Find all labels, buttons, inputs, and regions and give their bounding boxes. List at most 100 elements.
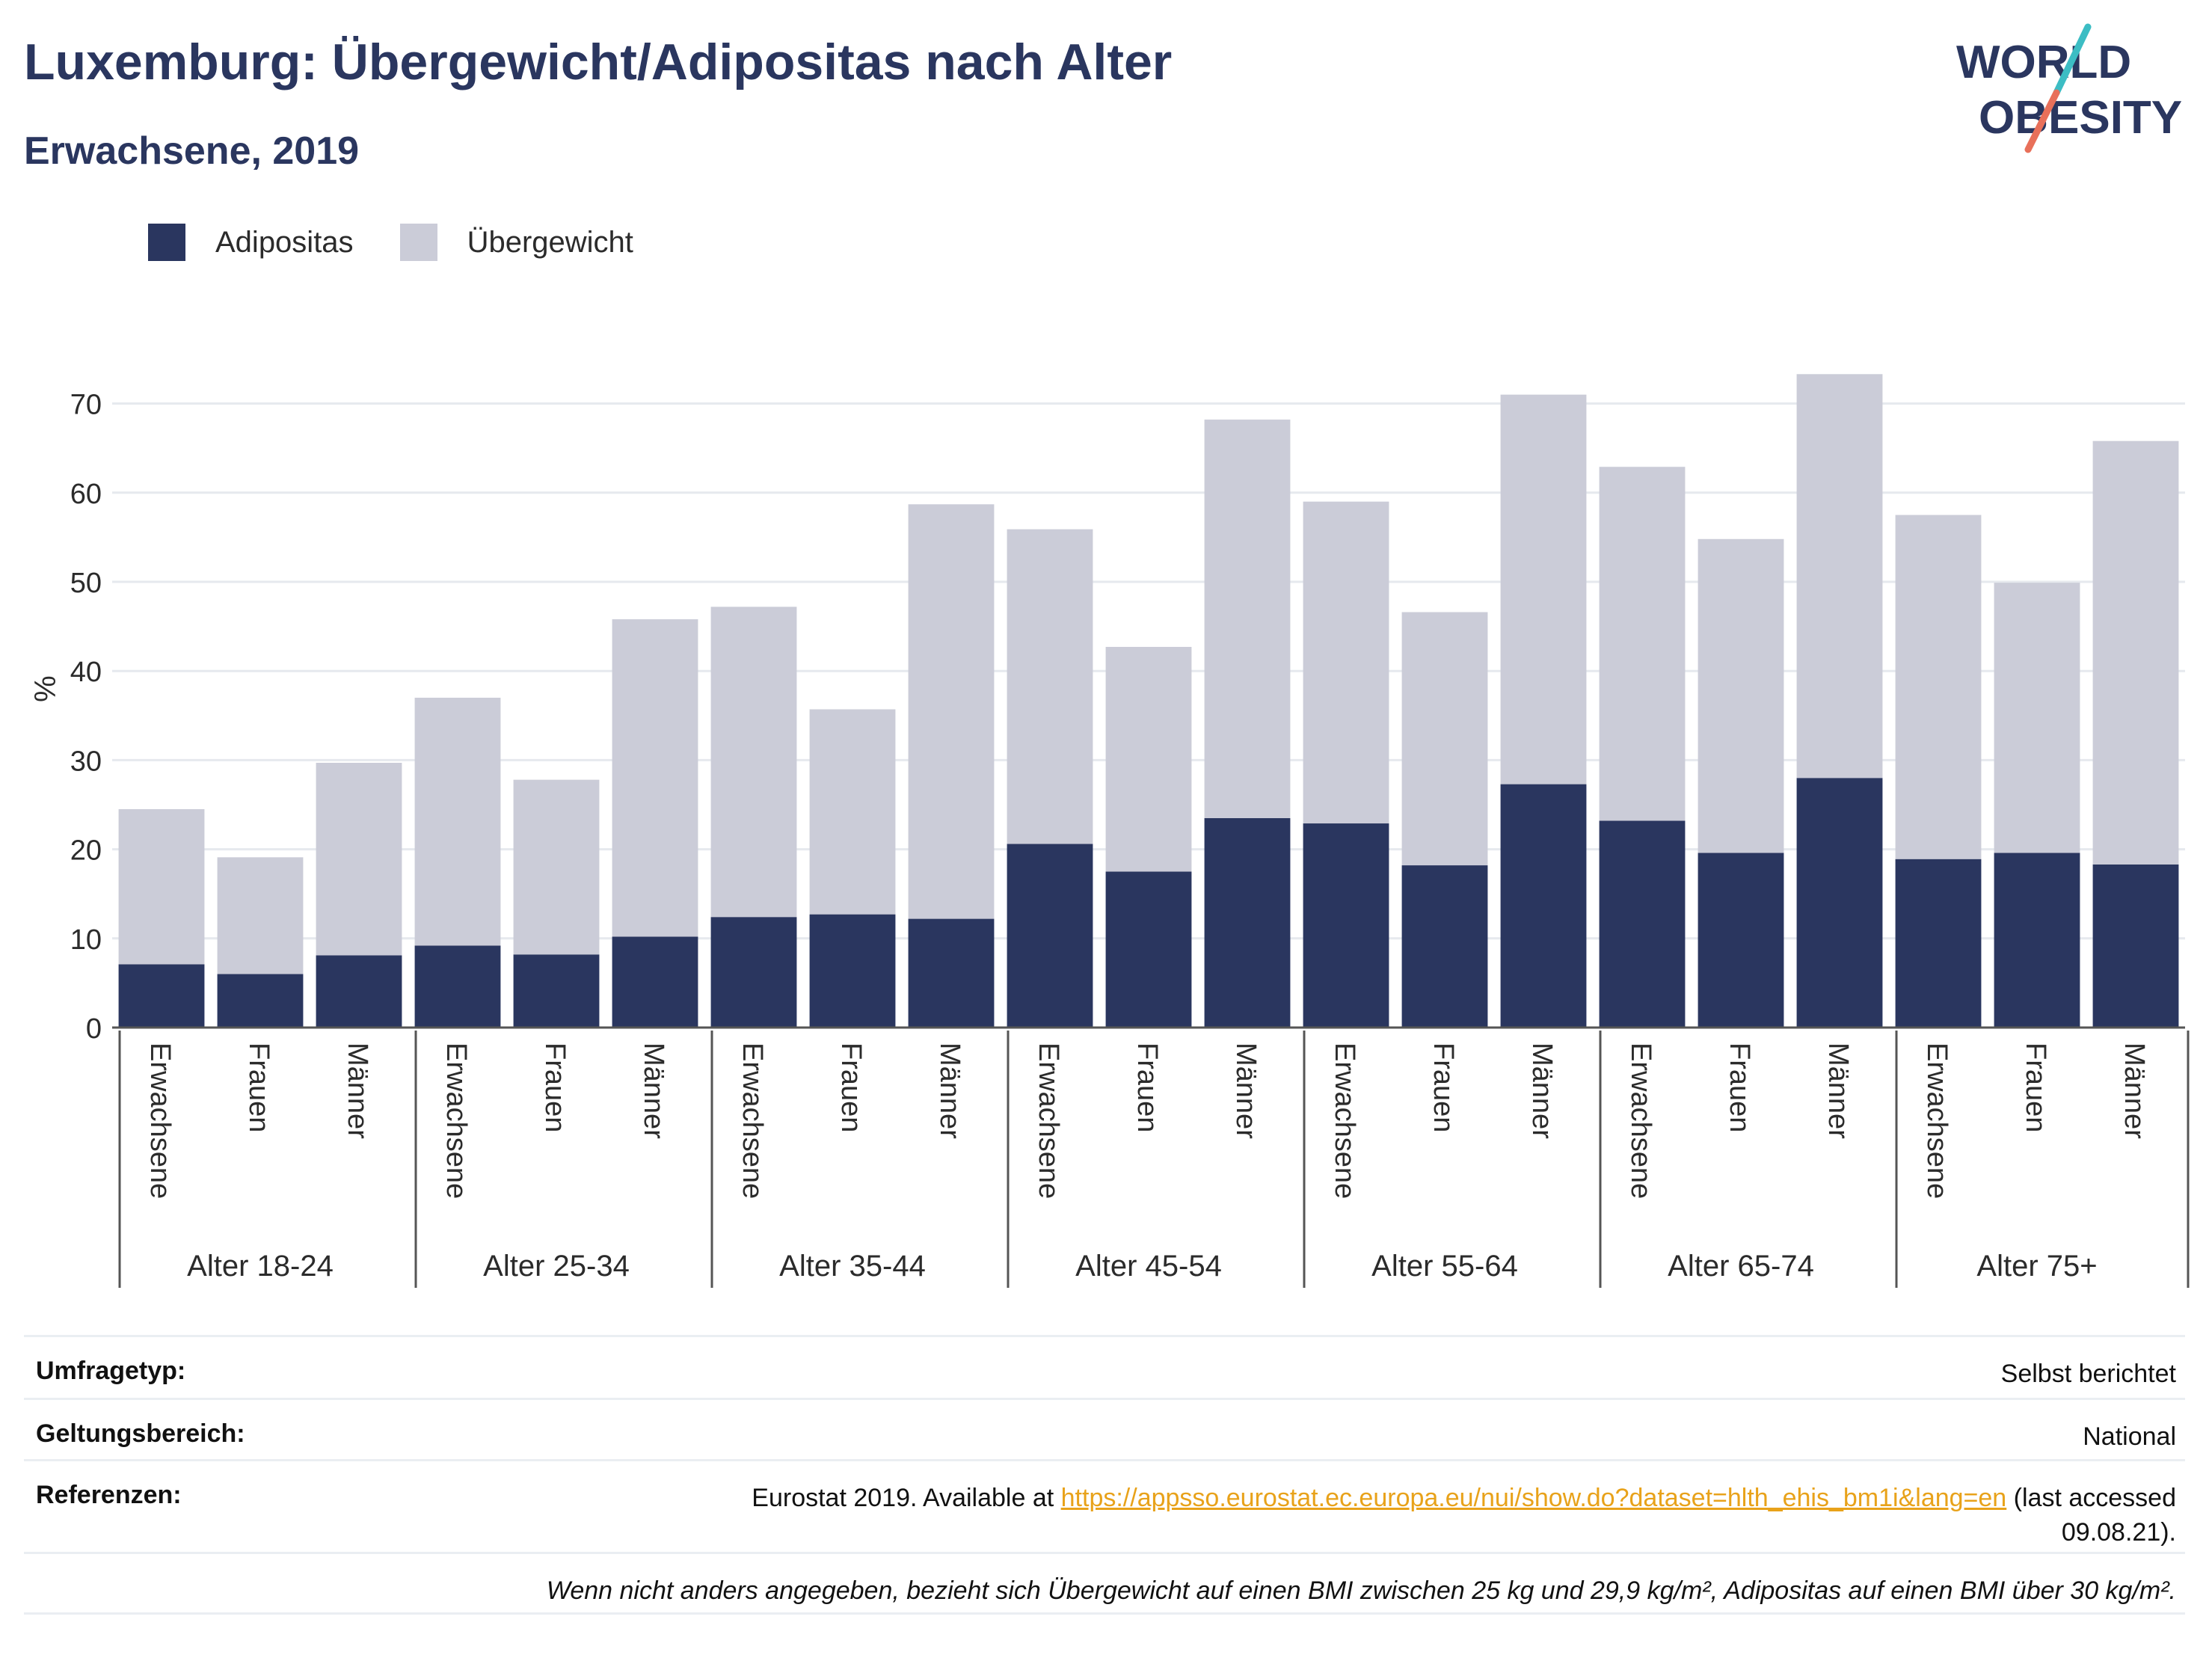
footer-row-note: Wenn nicht anders angegeben, bezieht sic… <box>24 1552 2185 1615</box>
legend-item-adipositas[interactable]: Adipositas <box>148 224 354 261</box>
group-label: Alter 45-54 <box>1075 1250 1222 1283</box>
x-tick-label: Frauen <box>1428 1043 1459 1132</box>
x-tick-label: Frauen <box>539 1043 571 1132</box>
bar-adipositas <box>316 955 402 1028</box>
legend-swatch-adipositas <box>148 224 185 261</box>
bar-adipositas <box>1105 871 1192 1028</box>
bar-adipositas <box>1698 853 1784 1028</box>
bar-adipositas <box>710 917 797 1028</box>
footer-row-scope: Geltungsbereich: National <box>24 1398 2185 1459</box>
y-tick-label: 0 <box>86 1013 102 1045</box>
group-label: Alter 75+ <box>1976 1250 2097 1283</box>
bar-adipositas <box>1303 823 1389 1028</box>
bar-adipositas <box>217 974 304 1028</box>
scope-label: Geltungsbereich: <box>36 1419 245 1448</box>
bar-adipositas <box>118 964 205 1028</box>
legend-label-adipositas: Adipositas <box>215 225 354 259</box>
logo-text-world: WORLD <box>1956 37 2131 88</box>
legend-item-uebergewicht[interactable]: Übergewicht <box>399 224 633 261</box>
bar-uebergewicht <box>1007 529 1093 844</box>
bar-uebergewicht <box>1105 647 1192 872</box>
y-tick-label: 40 <box>70 657 102 688</box>
bar-adipositas <box>1599 820 1686 1028</box>
y-tick-label: 60 <box>70 479 102 510</box>
bars <box>118 374 2179 1028</box>
references-prefix: Eurostat 2019. Available at <box>752 1484 1054 1512</box>
bar-adipositas <box>1796 778 1883 1028</box>
references-suffix: (last accessed 09.08.21). <box>2013 1484 2176 1547</box>
page-title: Luxemburg: Übergewicht/Adipositas nach A… <box>24 34 1173 90</box>
bar-uebergewicht <box>1204 420 1291 818</box>
y-tick-label: 50 <box>70 568 102 599</box>
scope-value: National <box>2083 1422 2176 1451</box>
logo-text-obesity: OBESITY <box>1979 92 2182 144</box>
group-label: Alter 65-74 <box>1668 1250 1814 1283</box>
x-tick-label: Männer <box>934 1043 965 1139</box>
bar-uebergewicht <box>2092 440 2179 865</box>
x-tick-label: Erwachsene <box>1625 1043 1656 1199</box>
bar-adipositas <box>1500 784 1587 1028</box>
y-tick-label: 70 <box>70 390 102 421</box>
bar-adipositas <box>908 918 995 1028</box>
x-tick-label: Männer <box>342 1043 373 1139</box>
bar-uebergewicht <box>1796 374 1883 779</box>
references-link[interactable]: https://appsso.eurostat.ec.europa.eu/nui… <box>1060 1484 2007 1512</box>
axes: 0 10 20 30 40 50 60 70% Erwachsene Frauen Männer Al… <box>29 390 2190 1288</box>
group-label: Alter 25-34 <box>483 1250 630 1283</box>
bar-adipositas <box>1994 853 2080 1028</box>
bar-adipositas <box>1895 859 1982 1028</box>
x-tick-label: Frauen <box>1724 1043 1755 1132</box>
x-tick-label: Erwachsene <box>1033 1043 1064 1199</box>
x-tick-label: Erwachsene <box>144 1043 176 1199</box>
x-tick-label: Männer <box>1822 1043 1854 1139</box>
group-label: Alter 35-44 <box>779 1250 926 1283</box>
bmi-definition-note: Wenn nicht anders angegeben, bezieht sic… <box>546 1576 2176 1605</box>
footer-row-references: Referenzen: Eurostat 2019. Available at … <box>24 1459 2185 1552</box>
bar-uebergewicht <box>118 808 205 965</box>
chart-legend: Adipositas Übergewicht <box>148 221 680 263</box>
group-label: Alter 55-64 <box>1371 1250 1518 1283</box>
x-tick-label: Frauen <box>243 1043 274 1132</box>
y-tick-label: 20 <box>70 835 102 867</box>
bar-adipositas <box>2092 864 2179 1028</box>
bar-uebergewicht <box>908 504 995 919</box>
x-tick-label: Erwachsene <box>1329 1043 1360 1199</box>
bar-uebergewicht <box>1599 467 1686 821</box>
references-value: Eurostat 2019. Available at https://apps… <box>636 1481 2185 1550</box>
y-tick-label: 30 <box>70 746 102 777</box>
y-axis-label: % <box>29 675 62 702</box>
bar-uebergewicht <box>612 619 698 937</box>
bar-uebergewicht <box>1698 538 1784 853</box>
x-tick-label: Erwachsene <box>737 1043 768 1199</box>
bar-uebergewicht <box>316 762 402 956</box>
bar-adipositas <box>1401 865 1488 1028</box>
world-obesity-logo: WORLD OBESITY <box>1956 23 2182 153</box>
logo-slash-coral <box>2024 89 2060 153</box>
x-tick-label: Erwachsene <box>440 1043 472 1199</box>
logo-slash-teal <box>2053 23 2092 96</box>
x-tick-label: Männer <box>1526 1043 1558 1139</box>
bar-adipositas <box>809 914 896 1028</box>
x-tick-label: Männer <box>1230 1043 1262 1139</box>
bar-uebergewicht <box>1895 515 1982 859</box>
bar-uebergewicht <box>1401 612 1488 866</box>
bar-uebergewicht <box>513 779 600 955</box>
survey-type-label: Umfragetyp: <box>36 1357 186 1385</box>
x-tick-label: Frauen <box>835 1043 867 1132</box>
bar-uebergewicht <box>809 709 896 915</box>
stacked-bar-chart: 0 10 20 30 40 50 60 70% Erwachsene Frauen Männer Al… <box>29 374 2190 1288</box>
bar-adipositas <box>612 936 698 1028</box>
bar-adipositas <box>1204 817 1291 1028</box>
x-tick-label: Männer <box>638 1043 669 1139</box>
bar-adipositas <box>414 945 501 1028</box>
bar-adipositas <box>1007 844 1093 1028</box>
survey-type-value: Selbst berichtet <box>2000 1360 2176 1388</box>
page-subtitle: Erwachsene, 2019 <box>24 129 360 173</box>
bar-uebergewicht <box>1994 583 2080 853</box>
bar-uebergewicht <box>1303 501 1389 824</box>
references-label: Referenzen: <box>36 1481 182 1509</box>
bar-uebergewicht <box>414 697 501 946</box>
x-tick-label: Frauen <box>2020 1043 2051 1132</box>
y-tick-label: 10 <box>70 924 102 956</box>
bar-adipositas <box>513 954 600 1028</box>
